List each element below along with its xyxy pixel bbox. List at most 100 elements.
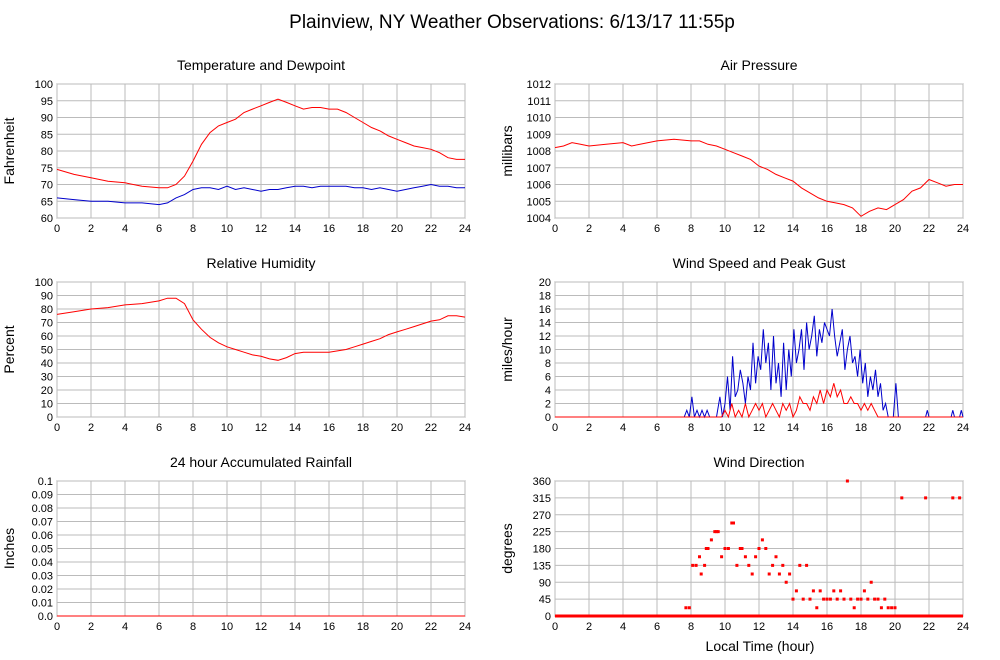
data-point bbox=[723, 547, 727, 550]
x-tick-label: 12 bbox=[255, 621, 267, 633]
x-tick-label: 0 bbox=[54, 223, 60, 235]
data-point bbox=[798, 563, 802, 567]
data-point bbox=[873, 597, 877, 601]
x-tick-label: 22 bbox=[923, 621, 935, 633]
x-tick-label: 24 bbox=[957, 621, 969, 633]
y-tick-label: 80 bbox=[41, 146, 53, 158]
x-tick-label: 18 bbox=[855, 422, 867, 434]
y-tick-label: 10 bbox=[539, 345, 551, 357]
x-tick-label: 2 bbox=[88, 621, 94, 633]
x-tick-label: 24 bbox=[957, 223, 969, 235]
direction-chart: 0 2 4 6 8 10 12 14 16 18 20 22 240459013518022527031… bbox=[499, 454, 969, 633]
x-tick-label: 16 bbox=[821, 422, 833, 434]
data-point bbox=[866, 597, 870, 601]
data-point bbox=[743, 555, 747, 559]
data-point bbox=[699, 572, 703, 576]
data-point bbox=[883, 597, 887, 601]
x-tick-label: 18 bbox=[357, 223, 369, 235]
pressure-chart: 0 2 4 6 8 10 12 14 16 18 20 22 241004100510061007100… bbox=[499, 57, 969, 235]
x-tick-label: 8 bbox=[190, 223, 196, 235]
data-point bbox=[698, 555, 701, 559]
x-tick-label: 2 bbox=[586, 223, 592, 235]
data-point bbox=[703, 563, 707, 567]
y-tick-label: 16 bbox=[539, 304, 551, 316]
y-tick-label: 95 bbox=[41, 96, 53, 108]
data-point bbox=[794, 589, 798, 593]
data-point bbox=[694, 563, 698, 567]
y-tick-label: 135 bbox=[533, 560, 551, 572]
y-tick-label: 50 bbox=[41, 345, 53, 357]
y-tick-label: 4 bbox=[545, 385, 551, 397]
chart-title: Wind Speed and Peak Gust bbox=[673, 255, 846, 271]
y-tick-label: 0.03 bbox=[32, 571, 53, 583]
x-tick-label: 2 bbox=[88, 422, 94, 434]
y-tick-label: 90 bbox=[41, 113, 53, 125]
x-tick-label: 16 bbox=[323, 422, 335, 434]
page-title: Plainview, NY Weather Observations: 6/13… bbox=[289, 12, 735, 33]
y-axis-label: degrees bbox=[499, 523, 515, 574]
x-tick-label: 8 bbox=[688, 223, 694, 235]
x-tick-label: 12 bbox=[753, 621, 765, 633]
data-point bbox=[805, 563, 809, 567]
x-tick-label: 10 bbox=[719, 422, 731, 434]
data-point bbox=[774, 555, 778, 559]
data-point bbox=[754, 555, 758, 559]
data-point bbox=[842, 597, 846, 601]
wind-chart: 0 2 4 6 8 10 12 14 16 18 20 22 2402468101214161820Wi… bbox=[499, 255, 969, 434]
y-tick-label: 0.08 bbox=[32, 503, 53, 515]
data-point bbox=[706, 547, 710, 550]
y-axis-label: millibars bbox=[499, 125, 515, 176]
x-tick-label: 18 bbox=[357, 422, 369, 434]
x-tick-label: 10 bbox=[221, 621, 233, 633]
y-tick-label: 0 bbox=[545, 412, 551, 424]
x-tick-label: 14 bbox=[289, 422, 301, 434]
x-tick-label: 24 bbox=[459, 621, 471, 633]
y-tick-label: 0.05 bbox=[32, 544, 53, 556]
chart-title: Air Pressure bbox=[720, 57, 797, 73]
y-tick-label: 0.09 bbox=[32, 490, 53, 502]
y-tick-label: 40 bbox=[41, 358, 53, 370]
y-tick-label: 0.07 bbox=[32, 517, 53, 529]
x-tick-label: 16 bbox=[821, 223, 833, 235]
series-line-1 bbox=[56, 183, 465, 206]
y-tick-label: 12 bbox=[539, 331, 551, 343]
data-point bbox=[815, 606, 819, 610]
x-tick-label: 0 bbox=[54, 621, 60, 633]
series-line-0 bbox=[56, 98, 465, 189]
data-point bbox=[879, 606, 883, 610]
x-tick-label: 4 bbox=[122, 422, 128, 434]
x-tick-label: 6 bbox=[156, 422, 162, 434]
y-tick-label: 14 bbox=[539, 318, 551, 330]
x-tick-label: 18 bbox=[855, 621, 867, 633]
y-tick-label: 10 bbox=[41, 399, 53, 411]
x-tick-label: 22 bbox=[425, 422, 437, 434]
data-point bbox=[808, 597, 812, 601]
data-point bbox=[835, 597, 839, 601]
x-tick-label: 20 bbox=[391, 621, 403, 633]
data-point bbox=[900, 496, 904, 500]
x-tick-label: 22 bbox=[425, 621, 437, 633]
y-tick-label: 100 bbox=[35, 277, 53, 289]
y-tick-label: 270 bbox=[533, 510, 551, 522]
data-point bbox=[750, 572, 754, 576]
x-tick-label: 22 bbox=[923, 223, 935, 235]
y-tick-label: 75 bbox=[41, 163, 53, 175]
x-tick-label: 0 bbox=[552, 621, 558, 633]
data-point bbox=[832, 589, 836, 593]
x-tick-label: 12 bbox=[753, 223, 765, 235]
x-tick-label: 16 bbox=[323, 223, 335, 235]
y-tick-label: 225 bbox=[533, 527, 551, 539]
y-tick-label: 1011 bbox=[527, 96, 551, 108]
y-tick-label: 0.04 bbox=[32, 557, 53, 569]
data-point bbox=[771, 563, 775, 567]
y-tick-label: 0.01 bbox=[32, 598, 53, 610]
data-point bbox=[747, 563, 751, 567]
x-tick-label: 8 bbox=[190, 422, 196, 434]
data-point bbox=[704, 547, 708, 550]
x-tick-label: 4 bbox=[620, 422, 626, 434]
y-tick-label: 80 bbox=[41, 304, 53, 316]
y-axis-label: Fahrenheit bbox=[1, 117, 17, 184]
y-tick-label: 70 bbox=[41, 180, 53, 192]
x-tick-label: 4 bbox=[122, 621, 128, 633]
data-point bbox=[760, 538, 764, 542]
